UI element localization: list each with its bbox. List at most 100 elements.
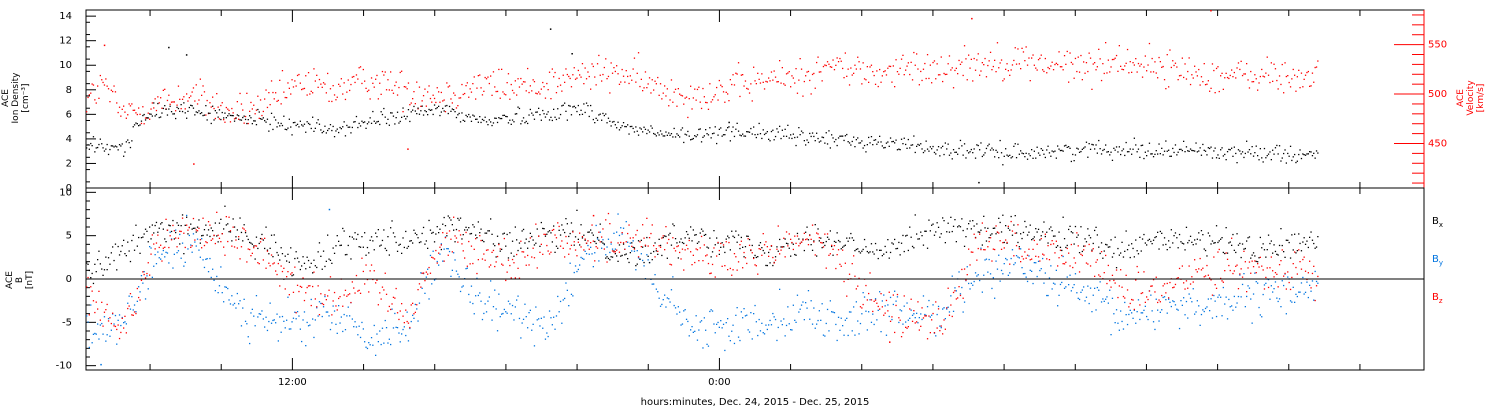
velocity-point xyxy=(699,101,701,103)
b-point xyxy=(862,303,864,306)
velocity-point xyxy=(905,69,907,71)
density-point xyxy=(855,139,857,141)
b-point xyxy=(926,306,929,308)
velocity-point xyxy=(809,79,811,82)
b-point xyxy=(431,283,433,285)
density-point xyxy=(291,134,293,136)
b-point xyxy=(146,272,148,275)
b-point xyxy=(409,326,411,329)
b-point xyxy=(1180,241,1182,243)
velocity-point xyxy=(988,60,990,62)
b-point xyxy=(601,247,603,249)
velocity-point xyxy=(633,57,636,59)
b-point xyxy=(1272,252,1274,254)
b-point xyxy=(1221,280,1223,282)
b-point xyxy=(931,314,933,316)
density-point xyxy=(1247,151,1249,153)
b-point xyxy=(869,272,871,274)
b-point xyxy=(418,241,421,244)
density-point xyxy=(1304,154,1307,156)
velocity-point xyxy=(1158,56,1160,59)
velocity-point xyxy=(585,78,588,80)
b-point xyxy=(1206,306,1208,308)
b-point xyxy=(479,235,481,237)
b-point xyxy=(353,287,355,289)
velocity-point xyxy=(592,65,594,68)
b-point xyxy=(381,286,384,288)
density-point xyxy=(691,138,693,140)
b-point xyxy=(595,224,597,227)
b-point xyxy=(891,316,893,318)
velocity-point xyxy=(754,80,756,82)
b-point xyxy=(627,241,629,243)
velocity-point xyxy=(1105,42,1107,44)
b-point xyxy=(1139,236,1141,238)
density-point xyxy=(1235,152,1237,155)
b-point xyxy=(635,234,637,236)
velocity-point xyxy=(379,82,381,84)
b-point xyxy=(529,309,531,311)
b-point xyxy=(803,232,805,234)
density-point xyxy=(1172,147,1174,150)
b-field-points xyxy=(86,205,1319,366)
density-point xyxy=(266,118,269,120)
velocity-point xyxy=(721,86,723,88)
b-point xyxy=(687,320,689,323)
density-point xyxy=(273,116,275,118)
b-point xyxy=(294,311,296,313)
velocity-point xyxy=(1151,57,1153,60)
b-point xyxy=(718,249,720,252)
b-point xyxy=(1000,248,1003,250)
b-point xyxy=(1231,244,1233,246)
b-point xyxy=(133,249,136,251)
b-point xyxy=(1199,257,1201,260)
b-point xyxy=(154,254,156,256)
velocity-point xyxy=(216,93,218,95)
b-point xyxy=(765,324,767,326)
density-point xyxy=(837,137,840,139)
b-point xyxy=(376,279,378,281)
b-point xyxy=(1217,241,1219,244)
velocity-point xyxy=(681,95,684,97)
b-point xyxy=(839,263,841,265)
velocity-point xyxy=(136,113,138,116)
density-point xyxy=(395,117,397,119)
b-point xyxy=(433,279,436,281)
b-point xyxy=(264,237,266,239)
b-point xyxy=(213,279,215,281)
b-point xyxy=(614,251,616,253)
b-point xyxy=(942,333,944,335)
velocity-point xyxy=(629,75,631,77)
b-point xyxy=(510,252,512,254)
density-point xyxy=(850,144,852,146)
b-point xyxy=(106,334,108,336)
density-point xyxy=(709,127,711,129)
velocity-point xyxy=(250,101,252,104)
velocity-point xyxy=(124,111,126,113)
velocity-point xyxy=(1055,62,1057,64)
density-point xyxy=(583,103,585,105)
b-point xyxy=(1196,300,1198,302)
density-point xyxy=(1025,152,1027,154)
b-point xyxy=(183,265,185,267)
density-point xyxy=(259,118,262,120)
density-point xyxy=(92,136,95,138)
b-point xyxy=(422,272,425,274)
b-point xyxy=(206,234,208,236)
b-point xyxy=(243,224,245,226)
density-point xyxy=(254,120,256,122)
density-point xyxy=(214,110,216,112)
b-point xyxy=(364,341,366,343)
velocity-point xyxy=(1291,78,1293,80)
b-point xyxy=(1083,286,1085,288)
velocity-point xyxy=(611,72,614,74)
b-point xyxy=(520,240,522,242)
b-point xyxy=(225,286,227,288)
velocity-point xyxy=(1110,66,1112,68)
velocity-point xyxy=(243,122,245,124)
velocity-point xyxy=(157,96,159,98)
b-point xyxy=(818,237,820,239)
b-point xyxy=(1198,305,1200,307)
b-point xyxy=(851,330,853,332)
b-point xyxy=(1289,300,1292,302)
